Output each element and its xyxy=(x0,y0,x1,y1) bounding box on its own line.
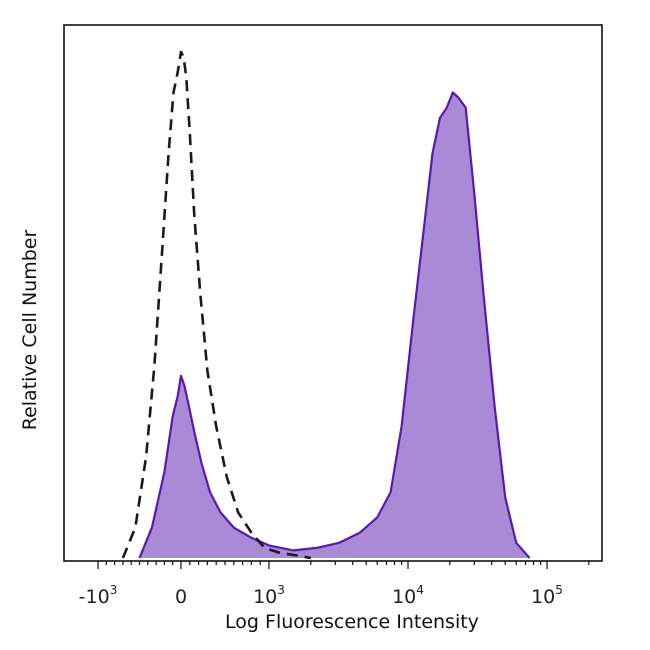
series-layer xyxy=(121,50,531,560)
x-tick-label-1: 0 xyxy=(175,586,187,608)
x-tick-label-2: 103 xyxy=(253,583,285,608)
series-1-line xyxy=(138,91,531,559)
x-axis-ticks: -103 0 103 104 105 xyxy=(79,561,590,608)
x-axis-title: Log Fluorescence Intensity xyxy=(225,611,479,633)
x-tick-label-0: -103 xyxy=(79,583,118,608)
y-axis-title: Relative Cell Number xyxy=(19,230,41,431)
series-1-fill xyxy=(139,92,530,558)
x-tick-label-3: 104 xyxy=(392,583,424,608)
plot-frame xyxy=(63,24,603,562)
series-0-line xyxy=(121,50,312,560)
x-tick-label-4: 105 xyxy=(531,583,563,608)
